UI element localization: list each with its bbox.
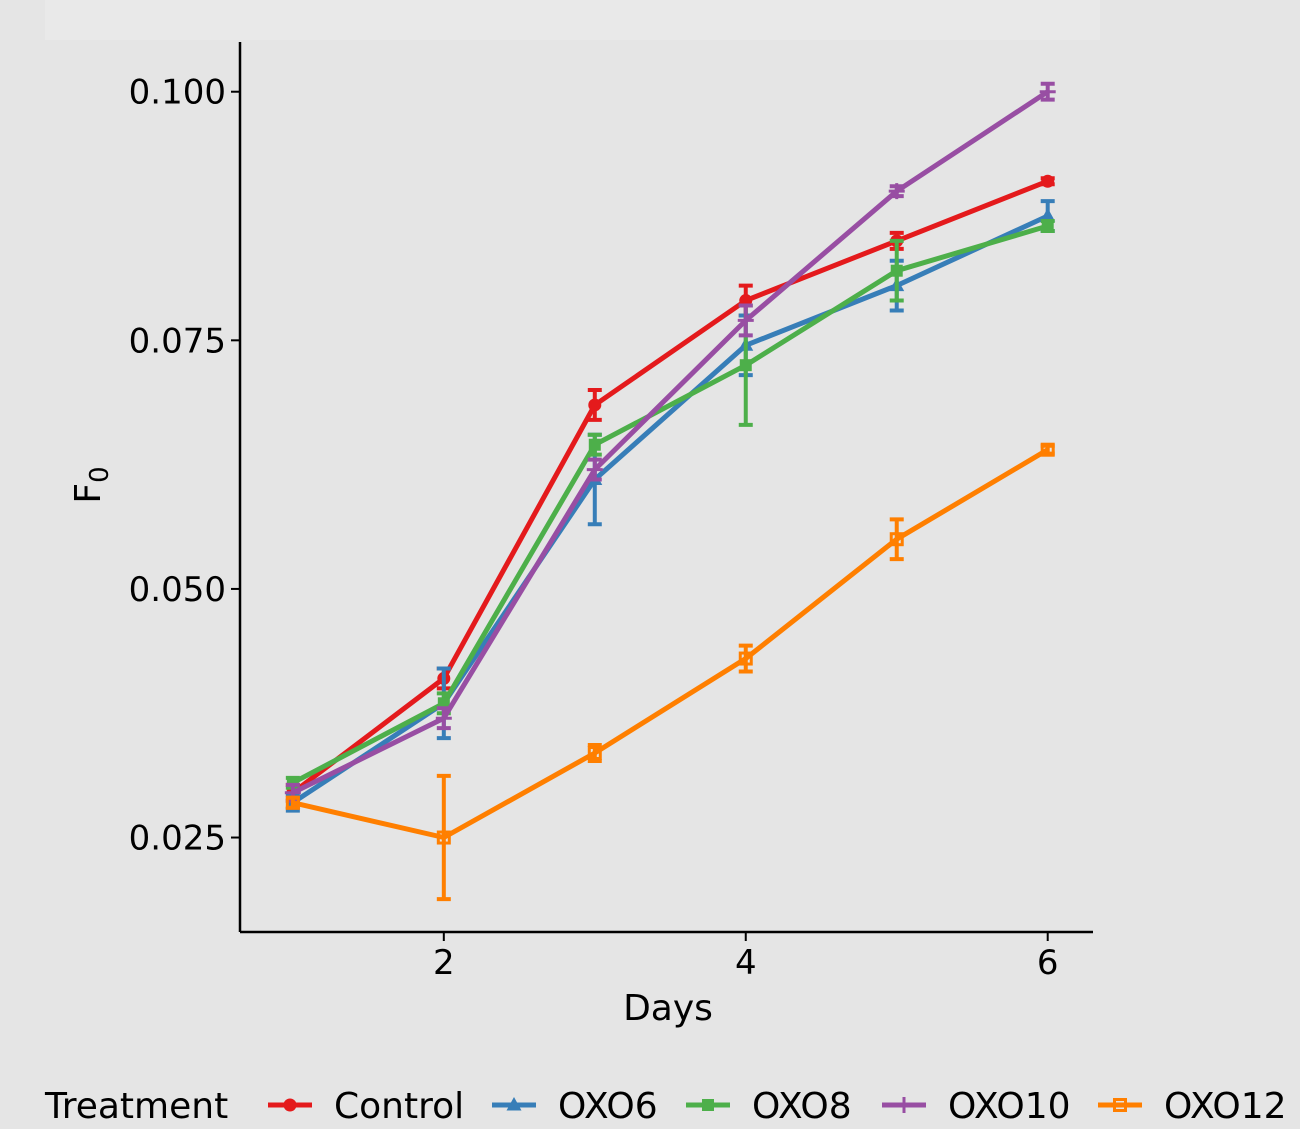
- legend-label: Control: [334, 1086, 464, 1125]
- data-point: [588, 438, 601, 451]
- y-tick-label: 0.025: [129, 819, 226, 859]
- axes: 0.025 0.050 0.075 0.100 2 4 6: [129, 42, 1093, 983]
- data-point: [1040, 208, 1056, 222]
- data-point: [1039, 83, 1056, 100]
- series-oxo10: [284, 81, 1056, 803]
- legend: Control OXO6 OXO8 OXO10 OXO12: [268, 1086, 1287, 1127]
- data-point: [435, 710, 452, 727]
- series-line: [291, 89, 1050, 796]
- legend-title: Treatment: [44, 1086, 228, 1125]
- legend-key-marker: [896, 1097, 912, 1113]
- legend-key-marker: [283, 1098, 297, 1112]
- x-axis-label: Days: [623, 988, 713, 1029]
- top-panel-strip: [45, 0, 1100, 40]
- data-point: [587, 746, 602, 761]
- data-point: [285, 795, 300, 810]
- legend-key-marker: [506, 1097, 522, 1111]
- legend-label: OXO12: [1164, 1086, 1287, 1125]
- legend-key-marker: [702, 1099, 714, 1111]
- series-line: [291, 178, 1049, 795]
- legend-label: OXO6: [558, 1086, 658, 1125]
- legend-label: OXO8: [752, 1086, 852, 1125]
- legend-label: OXO10: [948, 1086, 1071, 1125]
- y-axis-label-group: F0: [68, 466, 115, 503]
- y-axis-label-main: F: [68, 483, 109, 504]
- y-axis-label: F0: [68, 466, 115, 503]
- series-line: [292, 447, 1049, 840]
- data-point: [737, 312, 754, 329]
- data-point: [888, 183, 905, 200]
- data-point: [1041, 174, 1055, 188]
- data-point: [889, 532, 904, 547]
- legend-item-oxo6: OXO6: [492, 1086, 658, 1127]
- y-tick-label: 0.050: [129, 570, 226, 610]
- legend-item-oxo8: OXO8: [686, 1086, 852, 1127]
- legend-item-oxo10: OXO10: [882, 1086, 1071, 1127]
- series-line: [291, 223, 1049, 786]
- y-tick-label: 0.075: [129, 321, 226, 361]
- x-tick-label: 6: [1037, 943, 1059, 983]
- series-line: [291, 213, 1049, 805]
- data-point: [739, 359, 752, 372]
- series-layer: [284, 81, 1056, 902]
- y-tick-label: 0.100: [129, 73, 226, 113]
- x-tick-label: 2: [433, 943, 455, 983]
- data-point: [1040, 442, 1055, 457]
- legend-item-oxo12: OXO12: [1098, 1086, 1287, 1127]
- data-point: [588, 398, 602, 412]
- x-tick-label: 4: [735, 943, 757, 983]
- data-point: [738, 651, 753, 666]
- series-oxo12: [285, 442, 1055, 902]
- data-point: [890, 264, 903, 277]
- data-point: [436, 830, 451, 845]
- data-point: [1041, 219, 1054, 232]
- legend-item-control: Control: [268, 1086, 464, 1127]
- legend-key-marker: [1113, 1098, 1127, 1112]
- y-axis-label-subscript: 0: [85, 466, 115, 483]
- data-point: [586, 461, 603, 478]
